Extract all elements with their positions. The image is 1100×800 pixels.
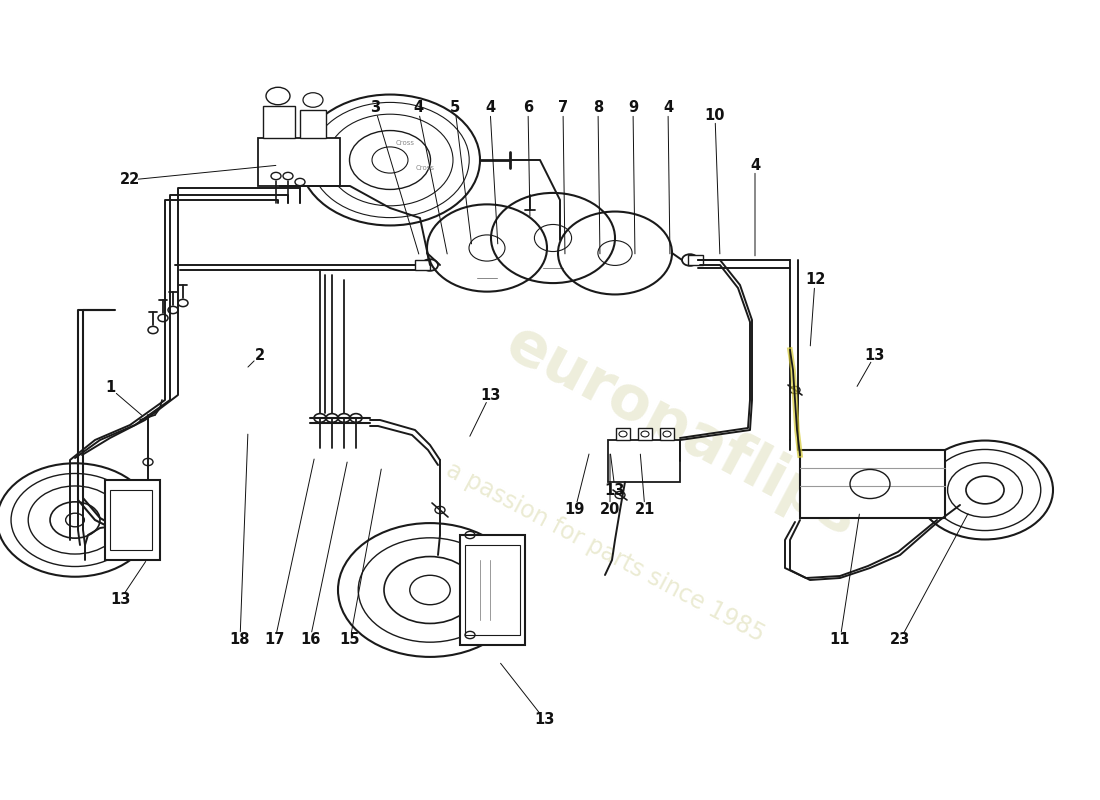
Text: 13: 13 — [605, 482, 625, 498]
Text: 7: 7 — [558, 101, 568, 115]
Text: europaflips: europaflips — [496, 314, 868, 550]
Text: 23: 23 — [890, 633, 910, 647]
Text: 13: 13 — [865, 347, 886, 362]
Text: 13: 13 — [480, 387, 501, 402]
Bar — [688, 255, 703, 265]
Text: 19: 19 — [564, 502, 585, 518]
Bar — [110, 490, 152, 550]
Text: 11: 11 — [829, 633, 850, 647]
Text: 10: 10 — [705, 107, 725, 122]
Text: 22: 22 — [120, 173, 140, 187]
Text: 2: 2 — [255, 347, 265, 362]
Bar — [263, 106, 295, 138]
Text: 4: 4 — [663, 101, 673, 115]
Text: 9: 9 — [628, 101, 638, 115]
Text: a passion for parts since 1985: a passion for parts since 1985 — [442, 458, 768, 646]
Text: 20: 20 — [600, 502, 620, 518]
Text: 4: 4 — [750, 158, 760, 173]
Text: 8: 8 — [593, 101, 603, 115]
Text: 5: 5 — [450, 101, 460, 115]
Bar — [104, 480, 160, 560]
Text: 6: 6 — [522, 101, 534, 115]
Bar — [460, 535, 525, 645]
Text: 13: 13 — [535, 713, 556, 727]
Text: Cross: Cross — [396, 140, 415, 146]
Text: 4: 4 — [485, 101, 495, 115]
Text: 1: 1 — [104, 381, 116, 395]
Text: 3: 3 — [370, 101, 381, 115]
Bar — [638, 428, 652, 440]
Text: 13: 13 — [110, 593, 130, 607]
Bar — [258, 138, 340, 186]
Text: 4: 4 — [412, 101, 424, 115]
Text: 17: 17 — [265, 633, 285, 647]
Bar — [608, 440, 680, 482]
Text: 18: 18 — [230, 633, 251, 647]
Bar — [465, 545, 520, 635]
Text: 16: 16 — [300, 633, 320, 647]
Text: 15: 15 — [340, 633, 361, 647]
Bar — [660, 428, 674, 440]
Bar — [415, 260, 430, 270]
Text: Cross: Cross — [416, 165, 434, 171]
Bar — [800, 450, 945, 518]
Bar — [616, 428, 630, 440]
Bar — [300, 110, 326, 138]
Text: 21: 21 — [635, 502, 656, 518]
Text: 12: 12 — [805, 273, 825, 287]
